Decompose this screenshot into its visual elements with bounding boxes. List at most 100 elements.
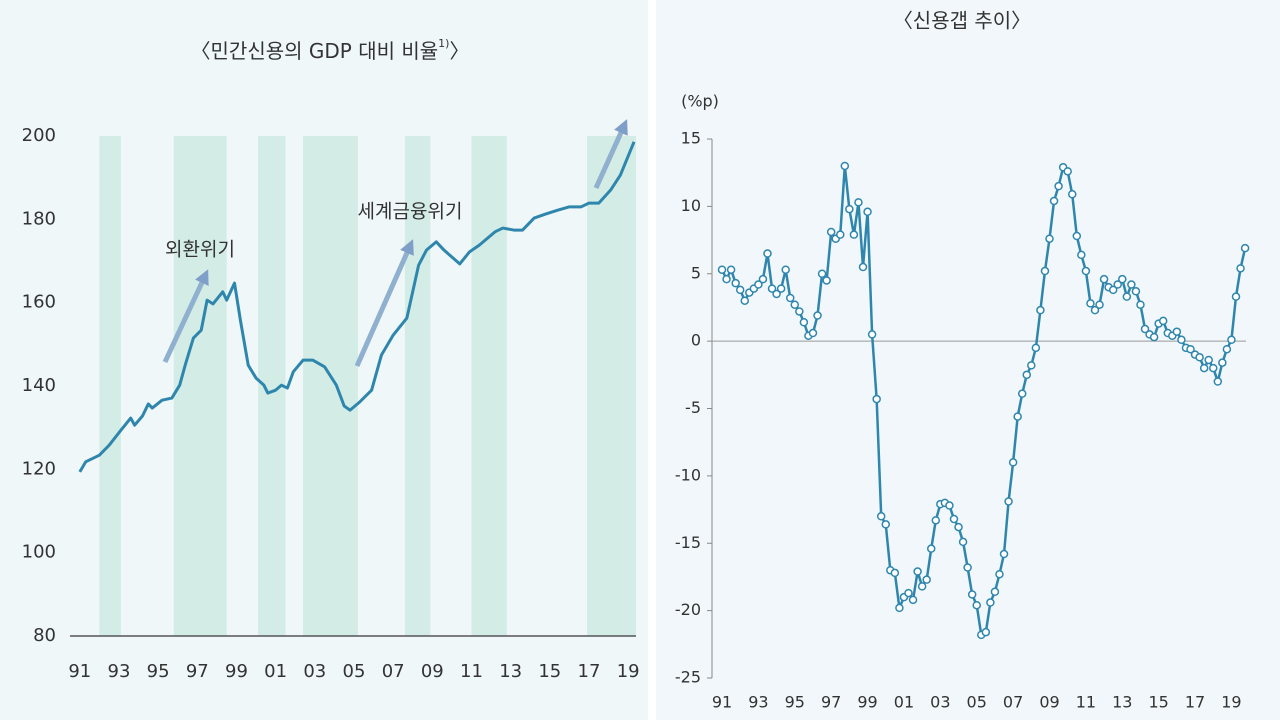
- x-tick-label: 03: [930, 693, 950, 712]
- data-point: [1008, 458, 1018, 467]
- data-point: [790, 300, 800, 309]
- y-tick-label: 120: [22, 458, 56, 479]
- data-point: [763, 249, 772, 258]
- data-point: [826, 227, 836, 237]
- data-point: [863, 207, 872, 217]
- x-tick-label: 17: [1185, 693, 1205, 712]
- shaded-period: [303, 136, 358, 636]
- data-point: [795, 307, 804, 316]
- y-tick-label: -10: [675, 465, 701, 484]
- x-tick-label: 95: [785, 693, 805, 712]
- shaded-period: [587, 136, 636, 636]
- data-point: [1218, 358, 1227, 367]
- data-point: [1017, 389, 1027, 398]
- shaded-period: [471, 136, 507, 636]
- y-tick-label: 5: [691, 263, 701, 282]
- data-point: [949, 514, 959, 524]
- data-point: [1113, 280, 1122, 289]
- data-point: [1013, 412, 1022, 421]
- data-point: [1240, 243, 1250, 253]
- data-point: [781, 265, 790, 274]
- data-point: [1122, 292, 1132, 301]
- panel-right: [656, 0, 1280, 720]
- data-point: [767, 284, 777, 293]
- data-point: [1063, 167, 1072, 176]
- data-point: [731, 278, 740, 288]
- data-point: [1222, 344, 1232, 354]
- x-tick-label: 93: [748, 693, 768, 712]
- y-tick-label: 200: [22, 125, 56, 146]
- data-point: [967, 590, 977, 599]
- x-tick-label: 15: [538, 661, 561, 682]
- arrow: [162, 269, 209, 364]
- x-tick-label: 91: [712, 693, 732, 712]
- data-point: [717, 265, 727, 274]
- data-point: [999, 549, 1009, 559]
- shaded-period: [404, 136, 431, 636]
- annotation: 외환위기: [165, 239, 235, 261]
- x-tick-label: 19: [1221, 693, 1241, 712]
- y-tick-label: 10: [681, 196, 701, 215]
- data-point: [1108, 285, 1118, 295]
- data-point: [1231, 292, 1241, 301]
- data-point: [963, 563, 972, 572]
- data-point: [735, 285, 745, 295]
- data-point: [808, 328, 818, 338]
- data-point: [822, 276, 831, 285]
- data-point: [1177, 335, 1186, 345]
- data-point: [1136, 300, 1145, 309]
- x-tick-label: 15: [1148, 693, 1168, 712]
- x-tick-label: 97: [186, 661, 209, 682]
- shaded-period: [173, 136, 227, 636]
- x-tick-label: 03: [303, 661, 326, 682]
- x-tick-label: 11: [460, 661, 483, 682]
- data-point: [1077, 250, 1086, 260]
- data-point: [986, 598, 995, 607]
- data-point: [931, 516, 941, 525]
- x-tick-label: 93: [108, 661, 131, 682]
- data-point: [1022, 370, 1032, 380]
- data-point: [913, 567, 922, 576]
- data-point: [908, 595, 918, 605]
- data-point: [1081, 266, 1091, 276]
- x-tick-label: 95: [147, 661, 170, 682]
- data-point: [1118, 274, 1127, 284]
- data-point: [1236, 264, 1245, 273]
- data-point: [840, 161, 850, 171]
- data-point: [990, 587, 1000, 597]
- x-tick-label: 09: [1039, 693, 1059, 712]
- data-point: [1140, 324, 1150, 334]
- y-tick-label: -5: [685, 398, 701, 417]
- data-point: [1027, 361, 1036, 370]
- data-point: [981, 627, 991, 637]
- x-tick-label: 99: [857, 693, 877, 712]
- y-tick-label: 180: [22, 208, 56, 229]
- data-point: [1131, 287, 1141, 296]
- x-tick-label: 17: [578, 661, 601, 682]
- data-point: [1204, 355, 1213, 365]
- x-tick-label: 19: [617, 661, 640, 682]
- data-point: [1186, 344, 1195, 354]
- data-point: [1049, 196, 1059, 206]
- data-point: [1086, 299, 1095, 308]
- data-point: [867, 330, 877, 339]
- data-point: [845, 204, 854, 214]
- y-tick-label: -20: [675, 600, 701, 619]
- data-point: [890, 568, 900, 578]
- data-point: [1040, 266, 1050, 276]
- y-tick-label: 160: [22, 292, 56, 313]
- y-tick-label: 80: [33, 625, 56, 646]
- x-tick-label: 01: [264, 661, 287, 682]
- shaded-period: [99, 136, 121, 636]
- x-tick-label: 13: [1112, 693, 1132, 712]
- annotation: 세계금융위기: [358, 201, 463, 223]
- y-tick-label: -25: [675, 668, 701, 687]
- data-point: [876, 512, 886, 521]
- data-line: [78, 141, 636, 473]
- y-tick-label: 100: [22, 542, 56, 563]
- x-tick-label: 07: [1003, 693, 1023, 712]
- data-point: [958, 537, 968, 547]
- data-point: [872, 394, 881, 404]
- y-tick-label: 0: [691, 331, 701, 350]
